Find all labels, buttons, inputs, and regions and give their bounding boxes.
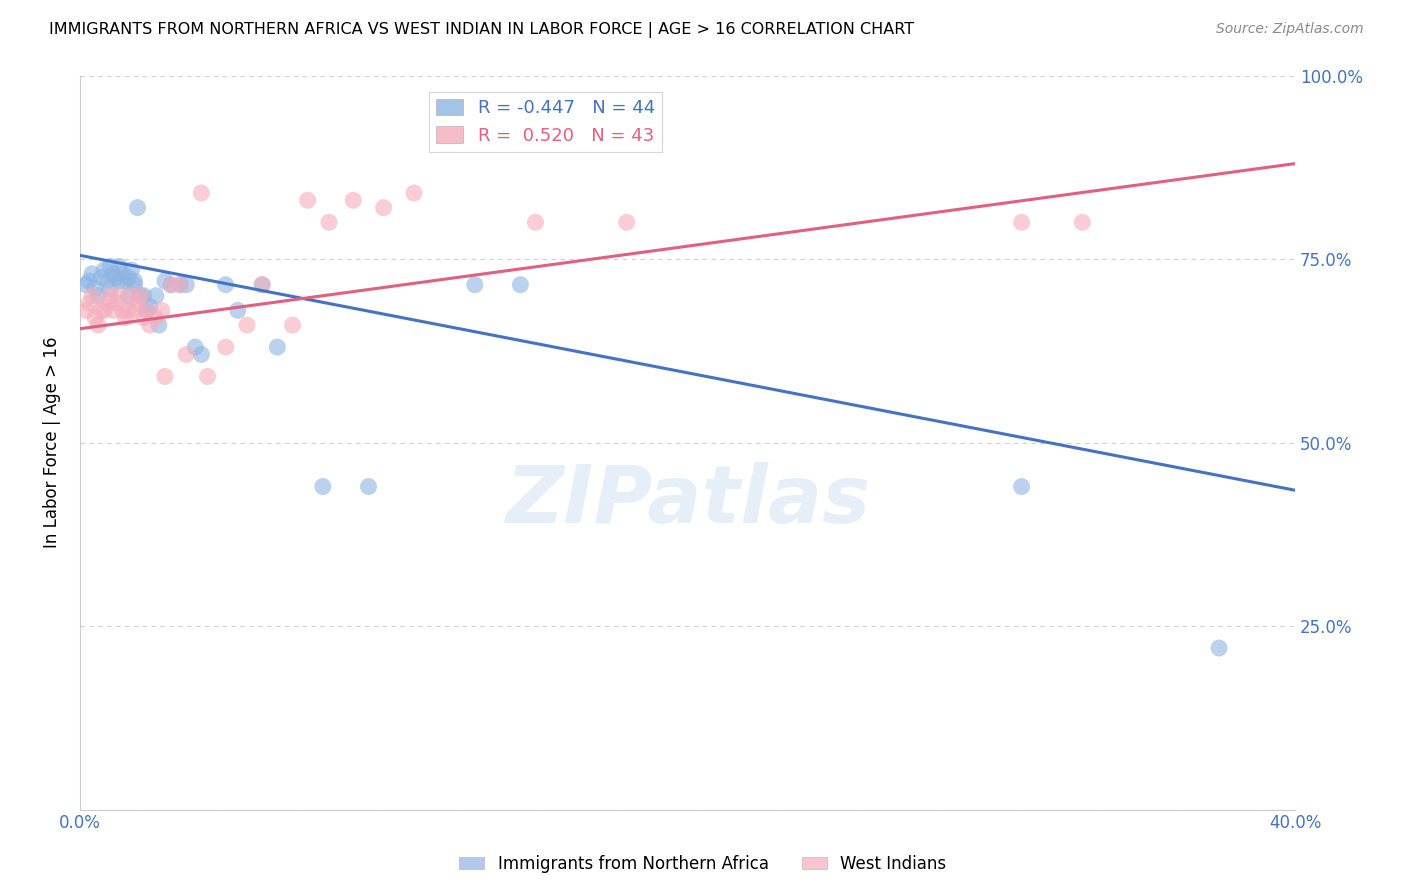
Point (80, 267, 103, 281)
Point (93, 263, 115, 277)
Point (139, 300, 162, 314)
Point (145, 310, 167, 325)
Point (132, 289, 155, 303)
Point (98, 281, 121, 295)
Point (114, 310, 136, 325)
Point (169, 277, 191, 292)
Point (87, 289, 110, 303)
Point (84, 310, 107, 325)
Point (616, 215, 638, 229)
Point (160, 277, 183, 292)
Point (190, 186, 212, 200)
Point (108, 260, 131, 274)
Point (1011, 479, 1033, 493)
Point (250, 277, 273, 292)
Point (174, 277, 197, 292)
Point (281, 318, 304, 332)
Point (103, 267, 125, 281)
Y-axis label: In Labor Force | Age > 16: In Labor Force | Age > 16 (44, 337, 60, 549)
Point (108, 274, 131, 288)
Point (1071, 215, 1094, 229)
Point (148, 318, 170, 332)
Point (98, 260, 121, 274)
Point (145, 289, 167, 303)
Point (464, 277, 486, 292)
Point (236, 318, 259, 332)
Point (160, 277, 183, 292)
Point (105, 270, 128, 285)
Point (98, 289, 121, 303)
Point (108, 289, 131, 303)
Point (373, 201, 395, 215)
Point (169, 277, 191, 292)
Point (111, 267, 134, 281)
Text: IMMIGRANTS FROM NORTHERN AFRICA VS WEST INDIAN IN LABOR FORCE | AGE > 16 CORRELA: IMMIGRANTS FROM NORTHERN AFRICA VS WEST … (49, 22, 914, 38)
Point (105, 296, 128, 310)
Point (124, 274, 146, 288)
Point (75, 303, 97, 318)
Point (250, 277, 273, 292)
Point (87, 318, 110, 332)
Point (524, 215, 547, 229)
Point (297, 194, 319, 208)
Point (96, 296, 118, 310)
Legend: Immigrants from Northern Africa, West Indians: Immigrants from Northern Africa, West In… (453, 848, 953, 880)
Point (184, 340, 207, 354)
Point (90, 270, 112, 285)
Point (129, 289, 152, 303)
Point (124, 277, 146, 292)
Point (127, 201, 149, 215)
Point (127, 296, 149, 310)
Point (75, 277, 97, 292)
Point (153, 369, 176, 384)
Point (266, 340, 288, 354)
Point (117, 270, 139, 285)
Text: ZIPatlas: ZIPatlas (505, 462, 870, 541)
Point (80, 289, 103, 303)
Point (215, 340, 238, 354)
Point (1208, 641, 1230, 656)
Point (190, 347, 212, 361)
Point (197, 369, 219, 384)
Point (103, 303, 125, 318)
Point (135, 303, 157, 318)
Point (117, 289, 139, 303)
Point (139, 318, 162, 332)
Point (129, 289, 152, 303)
Point (215, 277, 238, 292)
Point (174, 347, 197, 361)
Point (114, 274, 136, 288)
Point (124, 303, 146, 318)
Point (509, 277, 531, 292)
Point (111, 303, 134, 318)
Point (117, 303, 139, 318)
Point (77, 274, 100, 288)
Point (121, 289, 143, 303)
Point (121, 263, 143, 277)
Point (135, 303, 157, 318)
Point (312, 479, 335, 493)
Point (318, 215, 340, 229)
Point (342, 194, 364, 208)
Point (226, 303, 249, 318)
Point (96, 274, 118, 288)
Point (90, 303, 112, 318)
Text: Source: ZipAtlas.com: Source: ZipAtlas.com (1216, 22, 1364, 37)
Point (150, 303, 173, 318)
Point (402, 186, 425, 200)
Point (1011, 215, 1033, 229)
Point (132, 310, 155, 325)
Point (153, 274, 176, 288)
Point (77, 296, 100, 310)
Point (84, 281, 107, 295)
Legend: R = -0.447   N = 44, R =  0.520   N = 43: R = -0.447 N = 44, R = 0.520 N = 43 (429, 92, 662, 152)
Point (93, 303, 115, 318)
Point (357, 479, 380, 493)
